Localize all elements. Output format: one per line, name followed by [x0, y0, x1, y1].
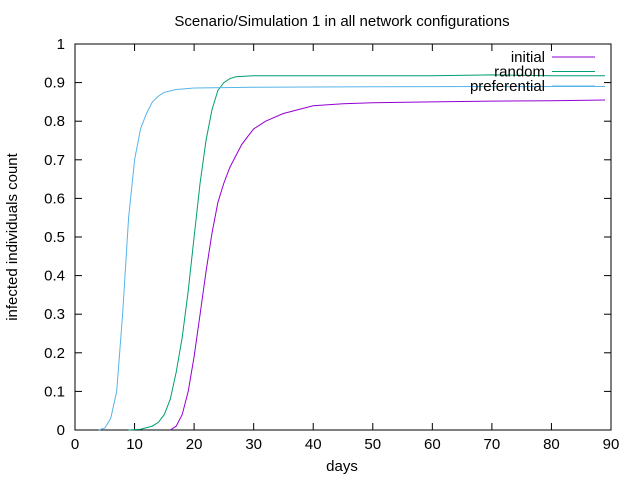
- y-tick-label: 1: [57, 36, 65, 53]
- x-tick-label: 30: [245, 436, 262, 453]
- series-line-preferential: [98, 86, 605, 431]
- y-axis-label: infected individuals count: [4, 152, 21, 320]
- x-tick-label: 90: [603, 436, 620, 453]
- y-tick-label: 0.2: [44, 345, 65, 362]
- y-tick-label: 0.3: [44, 306, 65, 323]
- y-tick-label: 0.8: [44, 113, 65, 130]
- y-axis: 0 0.1 0.2 0.3 0.4 0.5 0.6 0.7 0.8 0.9 1: [44, 36, 611, 439]
- series-line-random: [128, 74, 605, 431]
- x-axis-label: days: [326, 458, 358, 475]
- legend-label-preferential: preferential: [470, 78, 545, 95]
- x-tick-label: 50: [364, 436, 381, 453]
- x-tick-label: 40: [305, 436, 322, 453]
- x-tick-label: 0: [71, 436, 79, 453]
- y-tick-label: 0.7: [44, 152, 65, 169]
- legend-label-initial: initial: [511, 49, 545, 66]
- y-tick-label: 0.9: [44, 75, 65, 92]
- y-tick-label: 0: [57, 422, 65, 439]
- chart-title: Scenario/Simulation 1 in all network con…: [174, 13, 509, 30]
- series-line-initial: [170, 99, 606, 431]
- x-tick-label: 80: [543, 436, 560, 453]
- y-tick-label: 0.6: [44, 190, 65, 207]
- x-tick-label: 20: [186, 436, 203, 453]
- series-lines: [98, 74, 606, 431]
- plot-border: [74, 43, 612, 431]
- x-tick-label: 70: [484, 436, 501, 453]
- x-tick-label: 60: [424, 436, 441, 453]
- legend-label-random: random: [494, 64, 545, 81]
- x-axis: 0 10 20 30 40 50 60 70 80 90: [71, 44, 620, 453]
- y-tick-label: 0.5: [44, 229, 65, 246]
- y-tick-label: 0.1: [44, 383, 65, 400]
- x-tick-label: 10: [126, 436, 143, 453]
- y-tick-label: 0.4: [44, 268, 65, 285]
